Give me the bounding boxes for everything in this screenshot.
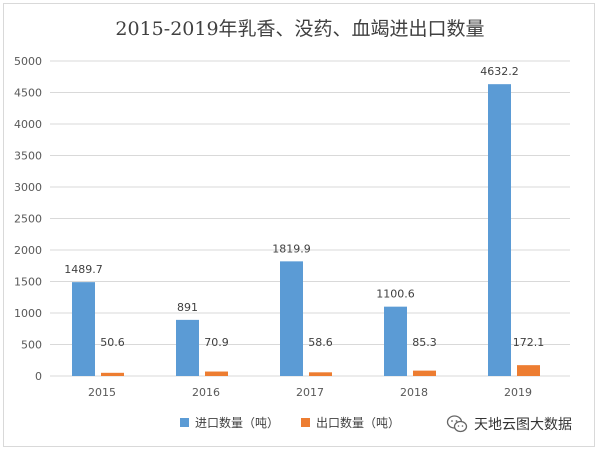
wechat-icon bbox=[446, 415, 468, 433]
y-tick-label: 3500 bbox=[14, 150, 42, 163]
legend-label-export: 出口数量（吨） bbox=[316, 416, 401, 430]
y-tick-label: 4500 bbox=[14, 87, 42, 100]
bar-export bbox=[309, 372, 332, 376]
y-tick-label: 500 bbox=[21, 339, 42, 352]
legend-item-export: 出口数量（吨） bbox=[301, 414, 400, 431]
y-tick-label: 2000 bbox=[14, 244, 42, 257]
legend-item-import: 进口数量（吨） bbox=[180, 414, 279, 431]
data-label-import: 4632.2 bbox=[480, 65, 519, 78]
data-label-export: 50.6 bbox=[100, 336, 125, 349]
bar-import bbox=[72, 282, 95, 376]
bar-export bbox=[205, 371, 228, 376]
chart-legend: 进口数量（吨） 出口数量（吨） bbox=[180, 414, 400, 431]
data-label-export: 58.6 bbox=[308, 336, 333, 349]
y-tick-label: 5000 bbox=[14, 55, 42, 68]
bar-import bbox=[280, 261, 303, 376]
y-tick-label: 3000 bbox=[14, 181, 42, 194]
legend-label-import: 进口数量（吨） bbox=[195, 416, 280, 430]
legend-swatch-export bbox=[301, 418, 311, 427]
data-label-import: 1100.6 bbox=[376, 288, 415, 301]
x-tick-label: 2016 bbox=[192, 386, 220, 399]
bar-import bbox=[176, 319, 199, 376]
data-label-export: 85.3 bbox=[412, 336, 437, 349]
y-tick-label: 0 bbox=[35, 370, 42, 383]
legend-swatch-import bbox=[180, 418, 189, 427]
x-tick-label: 2018 bbox=[400, 386, 428, 399]
data-label-import: 1489.7 bbox=[64, 263, 103, 276]
bar-import bbox=[384, 306, 407, 376]
watermark: 天地云图大数据 bbox=[446, 414, 572, 434]
data-label-import: 1819.9 bbox=[272, 242, 311, 255]
x-tick-label: 2015 bbox=[88, 386, 116, 399]
y-tick-label: 4000 bbox=[14, 118, 42, 131]
y-tick-label: 2500 bbox=[14, 213, 42, 226]
bar-export bbox=[517, 365, 540, 376]
bar-export bbox=[413, 370, 436, 376]
data-label-export: 70.9 bbox=[204, 336, 229, 349]
data-label-import: 891 bbox=[177, 301, 198, 314]
watermark-text: 天地云图大数据 bbox=[474, 417, 572, 433]
data-label-export: 172.1 bbox=[513, 336, 545, 349]
chart-title: 2015-2019年乳香、没药、血竭进出口数量 bbox=[115, 18, 485, 40]
x-tick-label: 2019 bbox=[504, 386, 532, 399]
bar-import bbox=[488, 84, 511, 377]
bar-export bbox=[101, 372, 124, 376]
y-tick-label: 1000 bbox=[14, 307, 42, 320]
x-tick-label: 2017 bbox=[296, 386, 324, 399]
y-tick-label: 1500 bbox=[14, 276, 42, 289]
